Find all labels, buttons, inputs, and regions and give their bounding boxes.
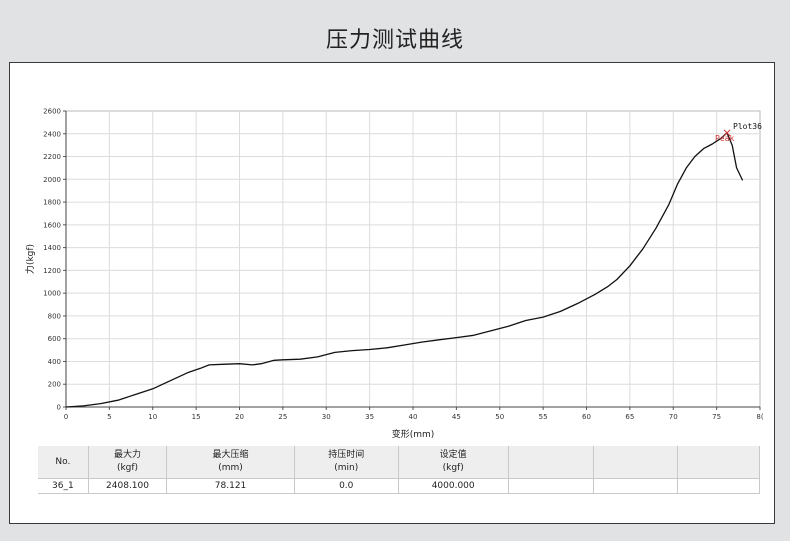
column-header-label: No. [55, 456, 71, 467]
x-tick-label: 40 [409, 413, 418, 421]
column-header-label: (min) [334, 463, 359, 473]
table-cell: 0.0 [294, 478, 399, 494]
x-tick-label: 70 [669, 413, 678, 421]
page-title: 压力测试曲线 [325, 28, 464, 53]
y-tick-label: 800 [48, 312, 61, 320]
y-tick-label: 1000 [43, 290, 61, 298]
series-layer [65, 132, 744, 408]
table-cell: 2408.100 [88, 478, 168, 494]
table-cell [677, 478, 760, 494]
result-table: No. 最大力 (kgf) 最大压缩 (mm) 持压时间 (min) 设定值 (kgf) 36_… [38, 446, 760, 494]
column-header-label: 持压时间 [328, 450, 365, 460]
table-body: 36_1 2408.100 78.121 0.0 4000.000 [38, 478, 760, 494]
y-tick-label: 2000 [43, 176, 61, 184]
grid-lines [66, 111, 760, 407]
column-header: 最大压缩 (mm) [166, 446, 295, 479]
x-tick-label: 35 [365, 413, 374, 421]
table-cell: 78.121 [166, 478, 295, 494]
y-tick-label: 2400 [43, 130, 61, 138]
peak-label: Peak [715, 134, 734, 143]
y-axis-title: 力(kgf) [24, 244, 36, 274]
x-tick-label: 8( [756, 413, 763, 421]
x-tick-label: 65 [625, 413, 634, 421]
column-header: No. [38, 446, 89, 479]
x-tick-label: 45 [452, 413, 461, 421]
x-axis-title: 变形(mm) [392, 428, 435, 440]
y-tick-label: 2200 [43, 153, 61, 161]
table-header-row: No. 最大力 (kgf) 最大压缩 (mm) 持压时间 (min) 设定值 (kgf) [38, 446, 760, 479]
y-tick-label: 1600 [43, 221, 61, 229]
y-tick-label: 400 [48, 358, 61, 366]
x-tick-label: 5 [107, 413, 111, 421]
x-tick-label: 55 [539, 413, 548, 421]
x-tick-label: 25 [278, 413, 287, 421]
column-header [593, 446, 679, 479]
column-header-label: 设定值 [439, 450, 467, 460]
peak-marker [723, 129, 731, 137]
axis-ticks: 0 5 10 15 20 25 30 35 40 45 50 55 60 65 70 75 8( 0 200 400 6… [43, 108, 764, 422]
column-header-label: (kgf) [116, 463, 139, 473]
y-tick-label: 2600 [43, 108, 61, 116]
chart-panel: 0 5 10 15 20 25 30 35 40 45 50 55 60 65 70 75 8( 0 200 400 6… [9, 62, 775, 524]
x-tick-label: 0 [64, 413, 68, 421]
x-tick-label: 15 [192, 413, 201, 421]
x-tick-label: 30 [322, 413, 331, 421]
column-header: 持压时间 (min) [294, 446, 399, 479]
series-line-plot36 [65, 132, 744, 408]
pressure-test-chart: 0 5 10 15 20 25 30 35 40 45 50 55 60 65 70 75 8( 0 200 400 6… [24, 108, 764, 441]
table-cell [593, 478, 679, 494]
column-header-label: 最大力 [114, 450, 142, 460]
annotations-layer: Plot36 Peak [715, 122, 762, 143]
table-row: 36_1 2408.100 78.121 0.0 4000.000 [38, 478, 760, 494]
y-tick-label: 1800 [43, 199, 61, 207]
x-tick-label: 20 [235, 413, 244, 421]
x-tick-label: 60 [582, 413, 591, 421]
table-cell: 4000.000 [398, 478, 509, 494]
column-header: 最大力 (kgf) [88, 446, 168, 479]
series-label-plot36: Plot36 [733, 122, 762, 131]
table-cell: 36_1 [38, 478, 89, 494]
column-header [677, 446, 760, 479]
x-tick-label: 75 [712, 413, 721, 421]
y-tick-label: 1200 [43, 267, 61, 275]
x-tick-label: 10 [148, 413, 157, 421]
column-header-label: (kgf) [442, 463, 464, 473]
column-header [508, 446, 595, 479]
x-tick-label: 50 [495, 413, 504, 421]
table-cell [508, 478, 595, 494]
y-tick-label: 600 [48, 335, 61, 343]
y-tick-label: 0 [57, 404, 61, 412]
y-tick-label: 200 [48, 381, 61, 389]
column-header-label: (mm) [218, 463, 243, 473]
column-header: 设定值 (kgf) [398, 446, 509, 479]
column-header-label: 最大压缩 [212, 450, 249, 460]
y-tick-label: 1400 [43, 244, 61, 252]
